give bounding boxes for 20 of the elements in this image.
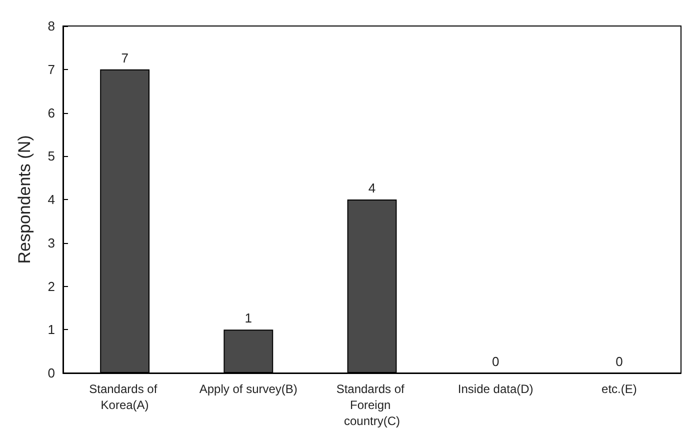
x-tick-label: etc.(E) [602, 382, 637, 396]
data-label: 7 [121, 50, 128, 66]
y-tick-label: 6 [48, 105, 55, 120]
x-tick-label: Standards of Foreign country(C) [336, 382, 408, 428]
y-tick-label: 3 [48, 235, 55, 250]
data-label: 0 [492, 354, 500, 369]
y-tick-label: 4 [48, 192, 55, 207]
x-tick-label: Apply of survey(B) [199, 382, 298, 396]
y-tick-label: 8 [48, 18, 55, 34]
data-label: 1 [244, 310, 252, 326]
x-tick-label: Inside data(D) [458, 382, 534, 396]
y-tick-label: 0 [48, 366, 55, 380]
y-tick-label: 1 [48, 322, 55, 338]
data-label: 0 [616, 354, 623, 369]
y-tick-label: 7 [48, 62, 55, 77]
y-tick-label: 2 [48, 278, 55, 294]
y-tick-label: 5 [48, 148, 55, 164]
x-tick-label: Standards of Korea(A) [89, 382, 160, 412]
y-axis-title: Respondents (N) [15, 135, 34, 264]
data-label: 4 [368, 180, 376, 196]
